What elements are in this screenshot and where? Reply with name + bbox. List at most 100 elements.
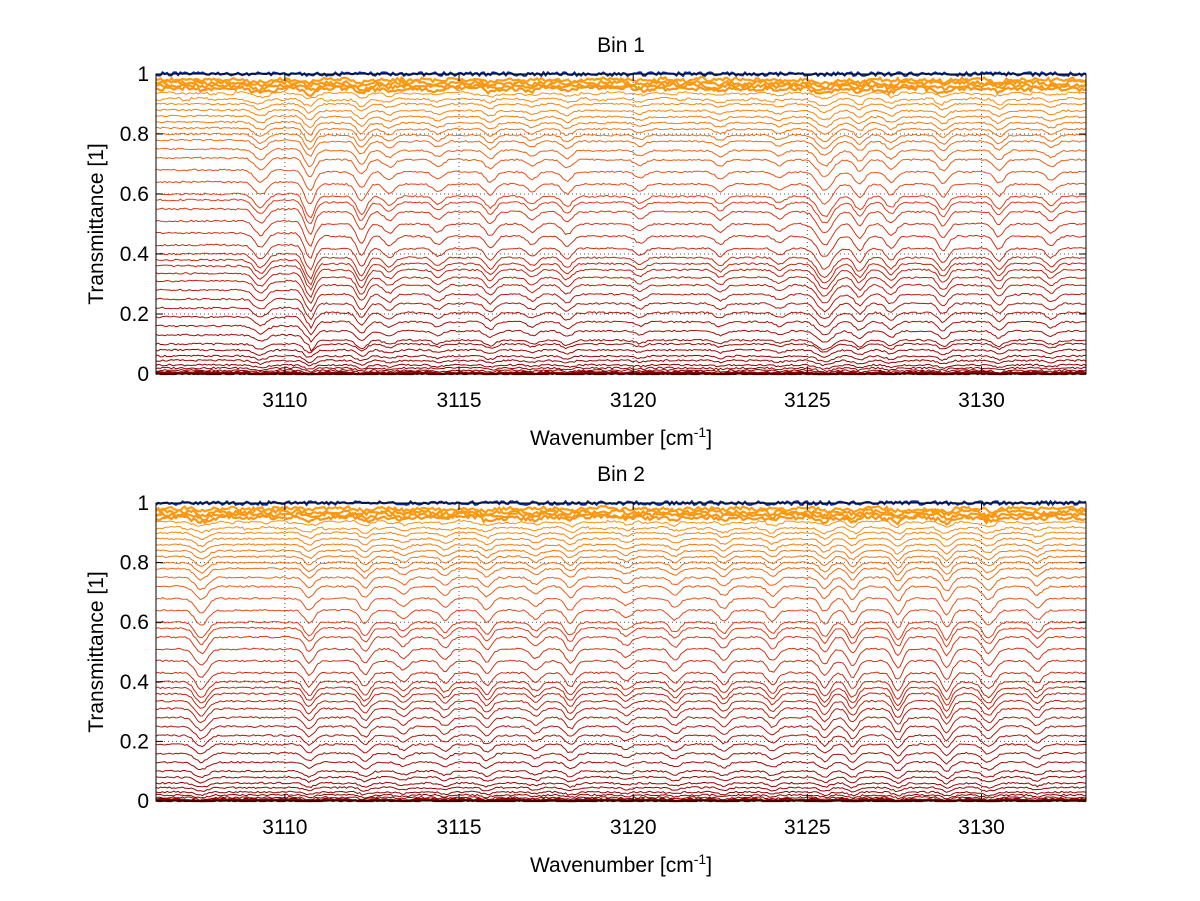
y-tick-label: 0.6 (120, 611, 149, 634)
series-line (155, 354, 1087, 364)
x-tick-label: 3130 (958, 816, 1005, 839)
series-line (155, 315, 1087, 336)
series-line (155, 168, 1087, 192)
series-line (155, 519, 1087, 529)
series-line (155, 90, 1087, 100)
series-line (155, 716, 1087, 734)
x-ticks: 3110 3115 3120 3125 3130 (262, 503, 1005, 839)
y-tick-label: 0.4 (120, 671, 150, 694)
series-line (155, 742, 1087, 757)
series-line (156, 120, 1087, 137)
series-line (155, 525, 1087, 535)
series-line (156, 78, 1087, 90)
y-tick-label: 1 (137, 63, 149, 86)
series-line (155, 561, 1087, 576)
y-ticks: 0 0.2 0.4 0.6 0.8 1 (120, 492, 1086, 813)
x-ticks: 3110 3115 3120 3125 3130 (262, 74, 1005, 412)
series-line (155, 793, 1087, 800)
series-line (155, 786, 1087, 793)
x-tick-label: 3125 (784, 389, 831, 412)
y-tick-label: 1 (137, 492, 149, 515)
series-line (155, 686, 1087, 707)
series-line (155, 264, 1087, 291)
series-line (155, 671, 1087, 693)
series-line (156, 555, 1087, 569)
y-tick-label: 0 (137, 363, 149, 386)
series-line (155, 368, 1087, 374)
series-line (155, 531, 1087, 541)
y-tick-label: 0 (137, 790, 149, 813)
series-line (155, 692, 1086, 712)
series-line (155, 297, 1086, 321)
series-line (155, 790, 1087, 797)
y-tick-label: 0.4 (120, 243, 150, 266)
series-line (155, 138, 1087, 157)
series-line (156, 635, 1087, 657)
series-line (155, 699, 1087, 720)
series-line (155, 359, 1087, 367)
series-line (155, 760, 1087, 772)
series-line (155, 585, 1087, 602)
x-tick-label: 3115 (436, 816, 481, 839)
series-line (156, 75, 1087, 86)
series-line (155, 537, 1087, 548)
series-line (155, 192, 1087, 219)
series-line (155, 198, 1086, 225)
series-line (155, 81, 1087, 93)
series-line (155, 620, 1087, 642)
x-axis-label: Wavenumber [cm-1] (530, 424, 712, 450)
series-line (155, 795, 1087, 802)
series-line (156, 348, 1087, 358)
chart-title: Bin 2 (597, 463, 645, 486)
axes-frame (155, 73, 1087, 375)
panel-bin-2: Bin 2 3110 3115 3120 3125 3130 0 0.2 0.4 0.6 0.8… (85, 463, 1087, 877)
series-line (155, 156, 1087, 178)
series-line (155, 608, 1087, 629)
x-tick-label: 3110 (262, 389, 307, 412)
x-tick-label: 3120 (610, 389, 657, 412)
series-line (155, 108, 1087, 121)
series-line (155, 252, 1087, 280)
series-line (155, 734, 1087, 749)
series-line (155, 659, 1087, 680)
series-line (155, 596, 1087, 616)
series-line (155, 549, 1087, 562)
series-line (155, 258, 1087, 286)
series-line (155, 769, 1087, 780)
panel-bin-1: Bin 1 3110 3115 3120 3125 3130 0 0.2 0.4 0.6 0.8… (85, 34, 1087, 450)
series-line (155, 366, 1087, 373)
series-line (155, 510, 1087, 522)
series-line (155, 775, 1087, 785)
series-line (155, 707, 1087, 725)
series-line (155, 243, 1087, 271)
axes-frame (155, 502, 1087, 802)
series-line (155, 567, 1087, 582)
series-line (155, 680, 1087, 701)
x-tick-label: 3120 (610, 816, 657, 839)
series-line (155, 647, 1087, 669)
series-line (155, 504, 1087, 515)
series-line (155, 751, 1086, 765)
x-tick-label: 3130 (958, 389, 1005, 412)
series-line (155, 84, 1087, 97)
x-axis-label: Wavenumber [cm-1] (530, 851, 712, 877)
x-tick-label: 3125 (784, 816, 831, 839)
series-line (155, 363, 1087, 370)
y-axis-label: Transmittance [1] (85, 571, 108, 732)
x-tick-label: 3115 (436, 389, 481, 412)
y-tick-label: 0.8 (120, 552, 149, 575)
series-line (155, 324, 1086, 343)
series-line (155, 132, 1087, 150)
y-tick-label: 0.8 (120, 123, 149, 146)
series-line (155, 543, 1087, 555)
series-line (155, 272, 1086, 299)
x-tick-label: 3110 (262, 816, 307, 839)
series-line (156, 576, 1087, 592)
series-line (155, 231, 1087, 259)
series-line (155, 781, 1087, 789)
series-line (155, 279, 1087, 305)
series-line (155, 102, 1087, 114)
y-axis-label: Transmittance [1] (85, 143, 108, 304)
series-line (155, 207, 1087, 236)
